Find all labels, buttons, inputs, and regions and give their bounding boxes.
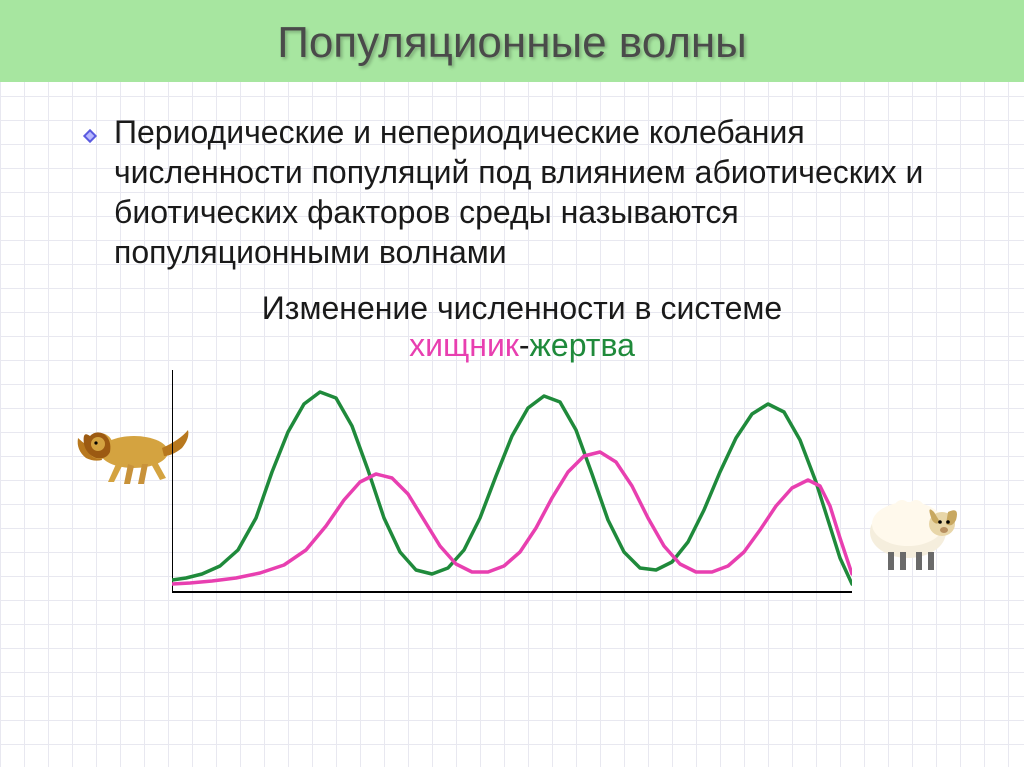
prey-label: жертва	[530, 327, 635, 363]
page-title: Популяционные волны	[277, 18, 747, 67]
chart-container	[62, 370, 962, 630]
content-area: Периодические и непериодические колебани…	[0, 82, 1024, 364]
title-bar: Популяционные волны	[0, 0, 1024, 82]
separator: -	[519, 327, 530, 363]
predator-label: хищник	[409, 327, 519, 363]
prey-series-line	[172, 392, 852, 584]
subtitle-prefix: Изменение численности в системе	[262, 290, 782, 326]
diamond-bullet-icon	[80, 126, 100, 146]
predator-series-line	[172, 452, 852, 584]
bullet-paragraph: Периодические и непериодические колебани…	[80, 112, 964, 272]
sheep-icon	[852, 480, 962, 575]
chart-subtitle: Изменение численности в системе хищник-ж…	[80, 290, 964, 364]
body-text: Периодические и непериодические колебани…	[114, 112, 964, 272]
population-wave-chart	[172, 370, 852, 610]
